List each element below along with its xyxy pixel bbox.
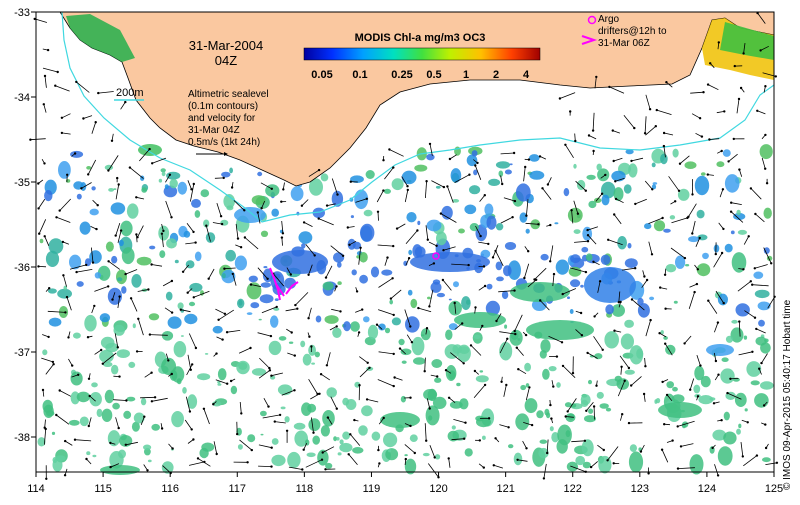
lon-tick-label: 116 (161, 483, 179, 495)
lon-tick-label: 114 (27, 483, 45, 495)
lon-tick-label: 125 (765, 483, 783, 495)
lat-tick-label: -35 (14, 177, 30, 189)
colorbar-tick-label: 4 (523, 69, 530, 81)
lon-tick-label: 115 (94, 483, 112, 495)
colorbar-tick-label: 0.25 (391, 69, 412, 81)
colorbar-tick-label: 0.1 (352, 69, 367, 81)
lon-tick-label: 119 (363, 483, 381, 495)
colorbar-tick-label: 2 (493, 69, 499, 81)
lat-tick-label: -33 (14, 7, 30, 19)
sealevel-legend-line: Altimetric sealevel (188, 89, 269, 100)
colorbar-tick-label: 0.05 (311, 69, 332, 81)
lon-tick-label: 122 (564, 483, 582, 495)
map-date-label: 31-Mar-2004 (189, 38, 263, 53)
lon-tick-label: 121 (496, 483, 514, 495)
map-time-label: 04Z (215, 53, 237, 68)
isobath-legend-label: 200m (116, 87, 144, 99)
colorbar-gradient (304, 48, 540, 60)
lon-tick-label: 123 (631, 483, 649, 495)
lon-tick-label: 118 (296, 483, 314, 495)
sealevel-legend-line: (0.1m contours) (188, 101, 258, 112)
sealevel-legend-line: 0.5m/s (1kt 24h) (188, 137, 260, 148)
sealevel-legend-line: 31-Mar 04Z (188, 125, 240, 136)
lon-tick-label: 120 (429, 483, 447, 495)
colorbar-tick-label: 1 (463, 69, 469, 81)
argo-legend-line: drifters@12h to (598, 26, 667, 37)
isobath-legend: 200m (114, 87, 144, 100)
colorbar-title: MODIS Chl-a mg/m3 OC3 (355, 32, 486, 44)
lat-tick-label: -36 (14, 262, 30, 274)
argo-legend-line: 31-Mar 06Z (598, 38, 650, 49)
lat-tick-label: -37 (14, 347, 30, 359)
colorbar-tick-label: 0.5 (426, 69, 441, 81)
lon-tick-label: 117 (228, 483, 246, 495)
lon-tick-label: 124 (698, 483, 716, 495)
argo-legend-line: Argo (598, 14, 620, 25)
sealevel-legend-line: and velocity for (188, 113, 256, 124)
lat-tick-label: -34 (14, 92, 30, 104)
lat-tick-label: -38 (14, 432, 30, 444)
credit-text: © IMOS 09-Apr-2015 05:40:17 Hobart time (782, 299, 793, 490)
